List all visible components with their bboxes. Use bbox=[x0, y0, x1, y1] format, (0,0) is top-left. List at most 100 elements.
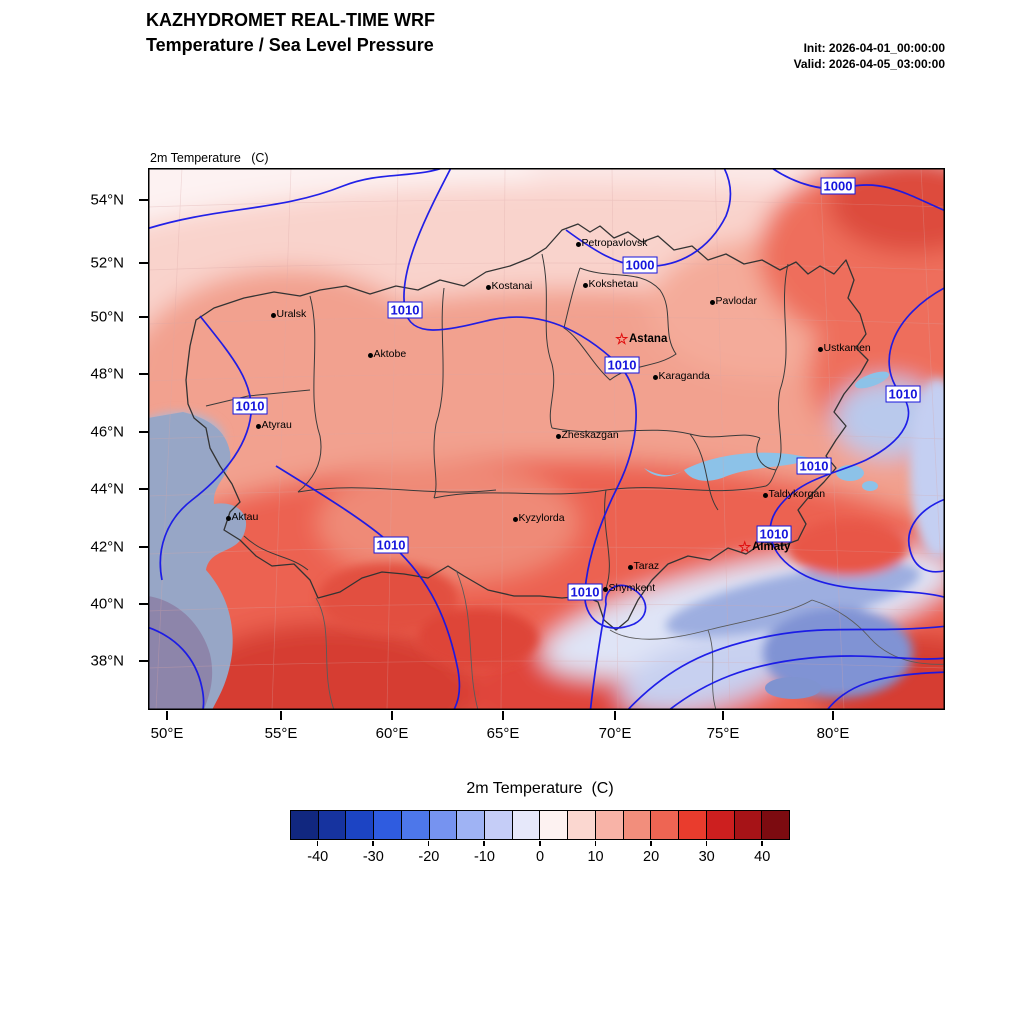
city-label: Taldykorgan bbox=[768, 488, 826, 500]
city-dot-icon bbox=[582, 282, 588, 288]
lat-tickmark bbox=[139, 262, 148, 264]
lon-tick-label: 55°E bbox=[264, 725, 298, 742]
colorbar-tick-label: 20 bbox=[643, 849, 660, 865]
city-label: Petropavlovsk bbox=[581, 237, 648, 249]
city-label: Kokshetau bbox=[588, 278, 639, 290]
colorbar-tickmark bbox=[316, 841, 319, 846]
colorbar-cell bbox=[346, 811, 375, 839]
lat-tick-label: 54°N bbox=[90, 191, 124, 209]
city-label: Karaganda bbox=[658, 370, 710, 382]
colorbar-tickmark bbox=[594, 841, 597, 846]
pressure-contour-label: 1010 bbox=[885, 385, 921, 403]
city-dot-icon bbox=[602, 586, 608, 592]
city-label: Pavlodar bbox=[715, 295, 757, 307]
lat-tickmark bbox=[139, 199, 148, 201]
header-title-block: KAZHYDROMET REAL-TIME WRF Temperature / … bbox=[146, 8, 435, 58]
colorbar-tick-label: 0 bbox=[535, 849, 545, 865]
colorbar-cell bbox=[762, 811, 789, 839]
colorbar-tick-label: 10 bbox=[587, 849, 604, 865]
city-dot-icon bbox=[817, 346, 823, 352]
lat-axis: 54°N 52°N 50°N 48°N 46°N 44°N 42°N 40°N 38°N bbox=[0, 168, 148, 710]
city-label: Shymkent bbox=[608, 582, 656, 594]
colorbar-cell bbox=[291, 811, 319, 839]
city-dot-icon bbox=[555, 433, 561, 439]
map-overlay: Petropavlovsk Kostanai Kokshetau Pavlodar Ur… bbox=[148, 168, 945, 710]
lon-tickmark bbox=[502, 711, 504, 720]
city-label: Atyrau bbox=[261, 419, 292, 431]
page-title: KAZHYDROMET REAL-TIME WRF bbox=[146, 10, 435, 30]
pressure-contour-label: 1000 bbox=[820, 177, 856, 195]
city-dot-icon bbox=[512, 516, 518, 522]
colorbar-cell bbox=[485, 811, 513, 839]
city-dot-icon bbox=[270, 312, 276, 318]
lake-zaysan bbox=[854, 371, 890, 389]
city-dot-icon bbox=[762, 492, 768, 498]
pressure-contour-label: 1010 bbox=[387, 301, 423, 319]
lat-tick-label: 40°N bbox=[90, 595, 124, 613]
pressure-contour-label: 1010 bbox=[232, 397, 268, 415]
city-dot-icon bbox=[367, 352, 373, 358]
city-star-icon: ☆ bbox=[738, 539, 752, 556]
colorbar-cell bbox=[734, 811, 763, 839]
colorbar-tickmark bbox=[483, 841, 485, 846]
weather-map-graphic bbox=[148, 168, 945, 710]
colorbar-cell bbox=[651, 811, 680, 839]
colorbar-tickmark bbox=[372, 841, 374, 846]
lon-tick-label: 80°E bbox=[816, 725, 850, 742]
colorbar-tick-label: 30 bbox=[698, 849, 715, 865]
colorbar-ticks: -40 -30 -20 -10 0 10 20 30 40 bbox=[290, 841, 790, 875]
temperature-field bbox=[148, 168, 945, 710]
city-dot-icon bbox=[627, 564, 633, 570]
colorbar-tick-label: -20 bbox=[418, 849, 440, 865]
colorbar-tickmark bbox=[761, 841, 763, 846]
city-label: Ustkamen bbox=[823, 342, 871, 354]
lake-balkhash bbox=[644, 452, 810, 481]
pressure-contour-label: 1010 bbox=[567, 583, 603, 601]
colorbar-title: 2m Temperature (C) bbox=[466, 780, 614, 797]
colorbar-tick-label: -30 bbox=[362, 849, 384, 865]
pressure-contours bbox=[148, 168, 945, 710]
valid-time: Valid: 2026-04-05_03:00:00 bbox=[793, 57, 945, 71]
city-label: Uralsk bbox=[276, 308, 307, 320]
lat-tickmark bbox=[139, 431, 148, 433]
lon-tickmark bbox=[280, 711, 282, 720]
lat-tick-label: 42°N bbox=[90, 538, 124, 556]
colorbar-cell bbox=[374, 811, 402, 839]
lat-tickmark bbox=[139, 660, 148, 662]
lat-tickmark bbox=[139, 373, 148, 375]
lon-tickmark bbox=[832, 711, 834, 720]
colorbar-tick-label: -10 bbox=[473, 849, 495, 865]
lat-tick-label: 38°N bbox=[90, 652, 124, 670]
caspian-sea-south bbox=[148, 596, 213, 710]
lat-tick-label: 46°N bbox=[90, 423, 124, 441]
lon-tickmark bbox=[391, 711, 393, 720]
city-dot-icon bbox=[485, 284, 491, 290]
lat-tickmark bbox=[139, 603, 148, 605]
lon-tick-label: 60°E bbox=[375, 725, 409, 742]
map-area: Petropavlovsk Kostanai Kokshetau Pavlodar Ur… bbox=[148, 168, 945, 710]
city-label: Kostanai bbox=[491, 280, 533, 292]
lat-tickmark bbox=[139, 488, 148, 490]
lon-tickmark bbox=[166, 711, 168, 720]
pressure-contour-label: 1000 bbox=[622, 256, 658, 274]
lake-issykkul bbox=[765, 677, 821, 699]
city-label: Zheskazgan bbox=[561, 429, 619, 441]
city-dot-icon bbox=[652, 374, 658, 380]
colorbar-tickmark bbox=[539, 841, 541, 846]
water-bodies bbox=[148, 371, 890, 710]
lon-tickmark bbox=[614, 711, 616, 720]
colorbar-tick-label: -40 bbox=[307, 849, 329, 865]
city-label: Astana bbox=[629, 333, 668, 345]
colorbar-cell bbox=[401, 811, 430, 839]
colorbar-cell bbox=[568, 811, 596, 839]
colorbar-cell bbox=[679, 811, 707, 839]
lat-tick-label: 48°N bbox=[90, 365, 124, 383]
colorbar-tickmark bbox=[650, 841, 652, 846]
city-label: Almaty bbox=[752, 541, 791, 553]
city-label: Aktobe bbox=[373, 348, 407, 360]
colorbar-cell bbox=[457, 811, 486, 839]
colorbar-cell bbox=[623, 811, 652, 839]
lon-tickmark bbox=[722, 711, 724, 720]
lat-tickmark bbox=[139, 316, 148, 318]
